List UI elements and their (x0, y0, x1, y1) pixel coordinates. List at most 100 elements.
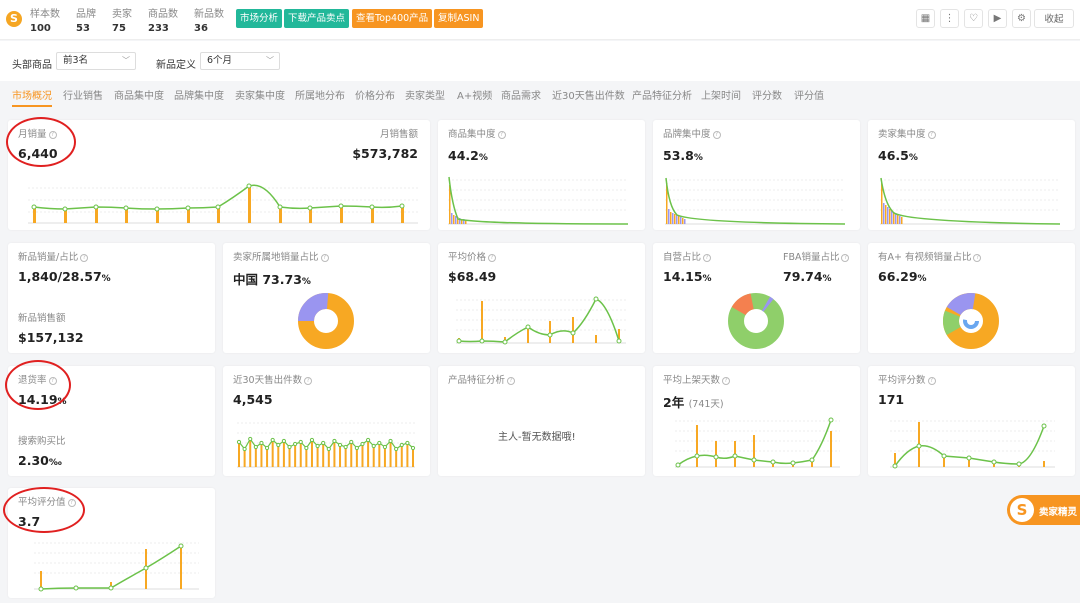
help-icon: ? (304, 376, 313, 385)
brand-conc-card: 品牌集中度? 53.8% (653, 120, 860, 230)
card-title: 商品集中度? (448, 126, 506, 140)
product-conc-chart (448, 176, 629, 225)
highlight-circle (5, 360, 71, 410)
card-title: 卖家集中度? (878, 126, 936, 140)
tab-seller-type[interactable]: 卖家类型 (405, 91, 445, 102)
more-icon[interactable]: ⋮ (940, 9, 959, 28)
sold30-bar (383, 447, 386, 467)
avg-price-card: 平均价格? $68.49 (438, 243, 645, 353)
sold30-point (270, 437, 275, 443)
copy-asin-button[interactable]: 复制ASIN (434, 9, 484, 28)
sold30-bar (238, 442, 240, 467)
tab-review-count[interactable]: 评分数 (752, 91, 782, 102)
card-title-2: FBA销量占比? (783, 249, 850, 263)
sold30-point (298, 439, 303, 445)
sold30-bar (372, 446, 375, 467)
sold30-point (360, 441, 365, 447)
sold30-point (326, 446, 331, 452)
download-selling-points-button[interactable]: 下载产品卖点 (284, 9, 350, 28)
sold30-point (354, 445, 359, 451)
grid-icon[interactable]: ▦ (916, 9, 935, 28)
sold30-bar (327, 449, 330, 467)
sold30-bar (305, 448, 308, 467)
tab-sold30[interactable]: 近30天售出件数 (552, 91, 625, 102)
head-products-select[interactable]: 前3名 ﹀ (56, 52, 136, 70)
sold30-bar (395, 449, 398, 467)
help-icon: ? (497, 130, 506, 139)
sold30-bar (355, 448, 358, 467)
sold30-bar (389, 441, 392, 467)
card-value: $68.49 (448, 269, 497, 284)
collapse-button[interactable]: 收起 (1034, 9, 1074, 28)
sold30-point (236, 439, 242, 445)
self-operated-donut (728, 293, 784, 350)
chevron-down-icon: ﹀ (122, 56, 130, 65)
card-title: 平均价格? (448, 249, 497, 263)
sold30-point (309, 437, 315, 443)
tab-rating[interactable]: 评分值 (794, 91, 824, 102)
settings-icon[interactable]: ⚙ (1012, 9, 1031, 28)
tab-product-conc[interactable]: 商品集中度 (114, 91, 164, 102)
card-value: 66.29% (878, 269, 927, 284)
new-product-select[interactable]: 6个月 ﹀ (200, 52, 280, 70)
sold30-bar (294, 444, 297, 467)
sold30-bar (266, 448, 269, 467)
card-title: 自营占比? (663, 249, 712, 263)
card-title: 平均上架天数? (663, 372, 731, 386)
sold30-point (394, 446, 399, 452)
sold30-point (304, 445, 309, 451)
highlight-circle (6, 117, 76, 167)
sold30-chart (236, 422, 416, 468)
card-value-2: $157,132 (18, 330, 84, 345)
card-title: 产品特征分析? (448, 372, 516, 386)
card-value: 2年 (741天) (663, 395, 724, 410)
product-conc-card: 商品集中度? 44.2% (438, 120, 645, 230)
aplus-video-card: 有A+ 有视频销量占比? 66.29% (868, 243, 1075, 353)
help-icon: ? (320, 253, 329, 262)
sold30-bar (412, 448, 414, 467)
card-value: 171 (878, 392, 905, 407)
card-title-2: 搜索购买比 (18, 436, 66, 447)
card-title: 平均评分数? (878, 372, 936, 386)
tab-listing-time[interactable]: 上架时间 (701, 91, 741, 102)
tab-brand-conc[interactable]: 品牌集中度 (174, 91, 224, 102)
market-analysis-button[interactable]: 市场分析 (236, 9, 283, 28)
sold30-point (242, 446, 247, 452)
card-value: 53.8% (663, 148, 703, 163)
sold30-point (281, 438, 287, 444)
sold30-bar (260, 443, 263, 467)
tab-market-overview[interactable]: 市场概况 (12, 87, 52, 107)
days-listed-chart (675, 417, 840, 468)
badge-label: 卖家精灵 (1039, 507, 1078, 518)
tab-aplus[interactable]: A+视频 (457, 91, 493, 102)
tab-features[interactable]: 产品特征分析 (632, 91, 692, 102)
sold30-bar (316, 446, 319, 467)
tab-seller-conc[interactable]: 卖家集中度 (235, 91, 285, 102)
sold30-point (293, 441, 298, 447)
seller-conc-card: 卖家集中度? 46.5% (868, 120, 1075, 230)
stat-new-products: 新品数 36 (194, 9, 224, 34)
tab-location[interactable]: 所属地分布 (295, 91, 345, 102)
sold30-point (382, 444, 388, 450)
seller-sprite-logo-icon: S (1010, 498, 1034, 522)
sold30-bar (333, 441, 336, 467)
stat-brands: 品牌 53 (76, 9, 96, 34)
heart-icon[interactable]: ♡ (964, 9, 983, 28)
video-icon[interactable]: ▶ (988, 9, 1007, 28)
tab-price[interactable]: 价格分布 (355, 91, 395, 102)
sold30-point (248, 436, 253, 442)
card-title: 卖家所属地销量占比? (233, 249, 329, 263)
view-top400-button[interactable]: 查看Top400产品 (352, 9, 433, 28)
feature-analysis-card: 产品特征分析? 主人-暂无数据哦! (438, 366, 645, 476)
seller-sprite-badge[interactable]: S 卖家精灵 (1007, 495, 1080, 525)
tab-industry-sales[interactable]: 行业销售 (63, 91, 103, 102)
help-icon: ? (507, 376, 516, 385)
sold30-bar (378, 443, 381, 467)
stat-sellers: 卖家 75 (112, 9, 132, 34)
empty-state-text: 主人-暂无数据哦! (498, 432, 576, 443)
tab-demand[interactable]: 商品需求 (501, 91, 541, 102)
sold30-bar (350, 442, 353, 467)
sold30-card: 近30天售出件数? 4,545 (223, 366, 430, 476)
days-listed-card: 平均上架天数? 2年 (741天) (653, 366, 860, 476)
avg-reviews-chart (890, 420, 1055, 469)
